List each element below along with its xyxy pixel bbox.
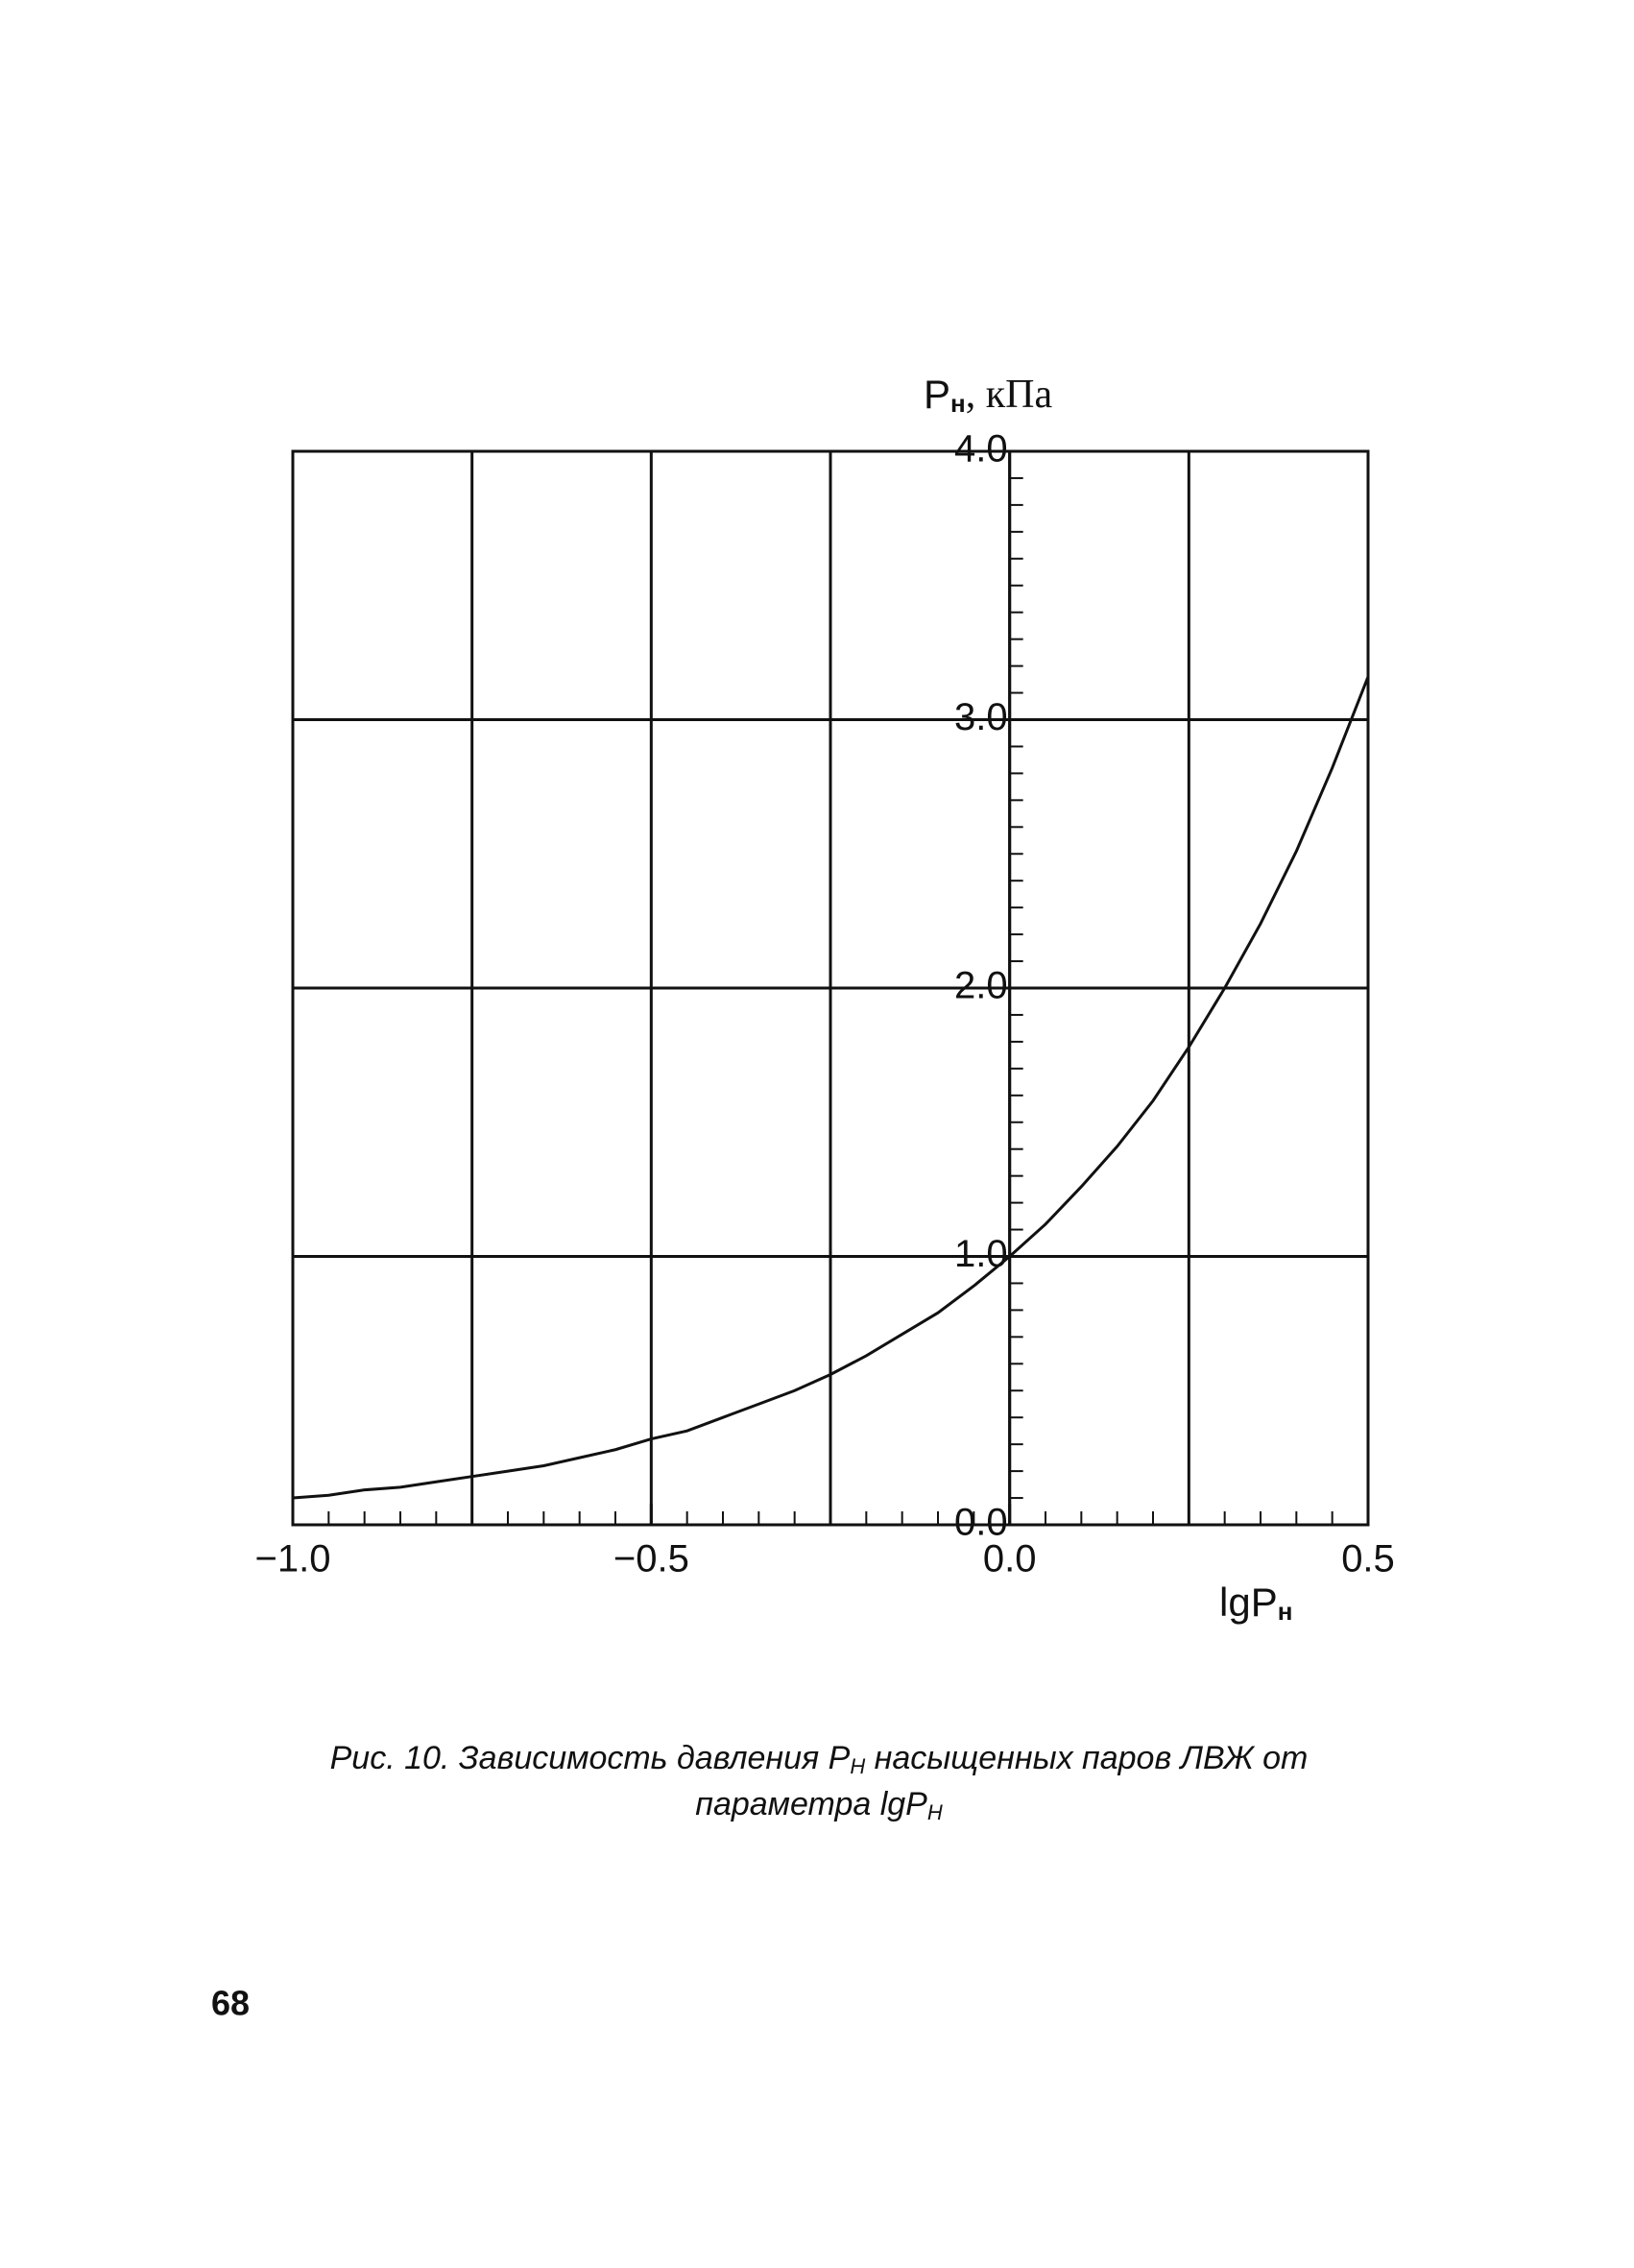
y-axis-label: Pн, кПа	[924, 372, 1052, 418]
caption-sub: Н	[927, 1800, 943, 1824]
y-tick-label: 3.0	[954, 696, 1008, 738]
caption-text: Рис. 10. Зависимость давления P	[330, 1740, 851, 1776]
y-tick-label: 4.0	[954, 428, 1008, 470]
data-line	[292, 676, 1370, 1500]
x-axis-label: lgPн	[1219, 1580, 1292, 1626]
y-label-sub: н	[950, 389, 966, 418]
x-tick-label: 0.5	[1341, 1538, 1395, 1580]
y-tick-label: 1.0	[954, 1233, 1008, 1275]
x-label-sub: н	[1278, 1597, 1293, 1626]
caption-text: насыщенных паров ЛВЖ от	[865, 1740, 1308, 1776]
x-tick-label: −0.5	[613, 1538, 689, 1580]
caption-sub: Н	[850, 1754, 865, 1778]
x-tick-label: 0.0	[983, 1538, 1037, 1580]
page-number: 68	[211, 1984, 250, 2023]
y-label-symbol: P	[924, 372, 950, 417]
x-label-symbol: lgP	[1219, 1580, 1278, 1625]
x-tick-label: −1.0	[255, 1538, 331, 1580]
y-tick-label: 0.0	[954, 1502, 1008, 1544]
y-label-unit: , кПа	[966, 373, 1053, 417]
caption-line-1: Рис. 10. Зависимость давления PН насыщен…	[330, 1740, 1309, 1778]
caption-line-2: параметра lgPН	[695, 1786, 943, 1824]
y-tick-label: 2.0	[954, 965, 1008, 1007]
caption-text: параметра lgP	[695, 1786, 927, 1822]
